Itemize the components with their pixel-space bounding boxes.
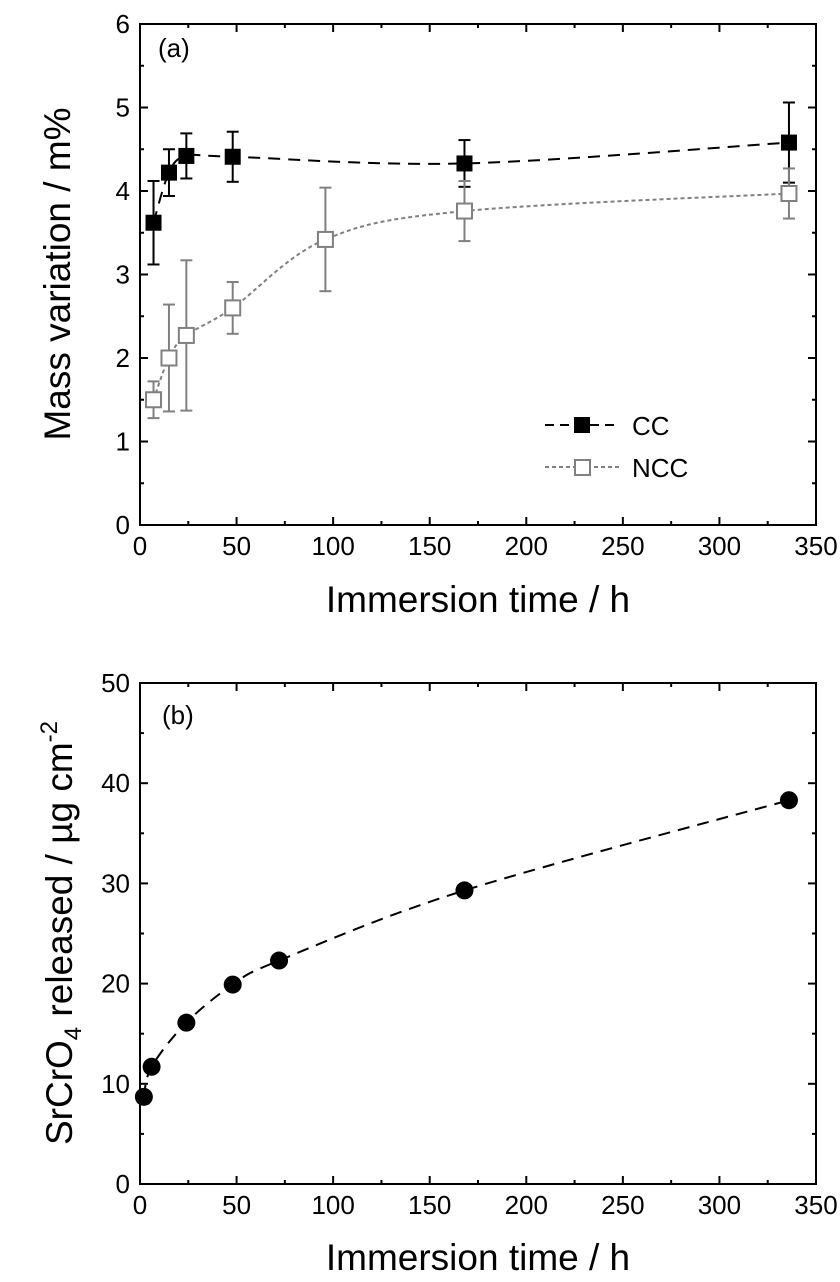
fit-line-cc xyxy=(152,141,790,224)
y-axis-title-b-main: SrCrO xyxy=(39,1040,80,1145)
x-tick-label: 50 xyxy=(222,1190,251,1220)
data-point-b xyxy=(779,791,798,810)
fit-line-b xyxy=(142,799,790,1098)
data-point-ncc xyxy=(177,326,195,344)
y-tick-label: 0 xyxy=(116,510,130,540)
legend-cc-marker xyxy=(574,417,590,433)
x-tick-label: 150 xyxy=(408,531,451,561)
x-tick-label: 50 xyxy=(222,531,251,561)
legend-a: CC NCC xyxy=(545,411,688,483)
x-tick-label: 350 xyxy=(794,1190,837,1220)
x-tick-label: 250 xyxy=(601,1190,644,1220)
x-tick-label: 200 xyxy=(505,1190,548,1220)
legend-ncc-marker xyxy=(574,459,591,476)
y-tick-label: 3 xyxy=(116,260,130,290)
data-point-ncc xyxy=(160,349,178,367)
y-tick-label: 2 xyxy=(116,343,130,373)
panel-a: 0 50 100 150 200 250 300 350 0 1 2 3 4 5 6 (a) Immers… xyxy=(37,9,838,620)
y-axis-title-b-sup: -2 xyxy=(36,721,63,742)
fit-line-ncc xyxy=(152,192,790,401)
panel-label-a: (a) xyxy=(158,33,190,63)
fit-lines-a xyxy=(152,141,790,401)
y-tick-label: 20 xyxy=(101,969,130,999)
y-axis-title-b-rest: released / µg cm xyxy=(39,742,80,1027)
data-point-ncc xyxy=(780,185,798,203)
data-point-ncc xyxy=(316,230,334,248)
data-point-ncc xyxy=(455,202,473,220)
x-tick-label: 100 xyxy=(311,1190,354,1220)
x-tick-label: 0 xyxy=(133,1190,147,1220)
y-axis-title-b-sub: 4 xyxy=(60,1027,87,1040)
legend-ncc-label: NCC xyxy=(632,453,688,483)
y-tick-label: 5 xyxy=(116,93,130,123)
x-tick-label: 300 xyxy=(698,531,741,561)
y-tick-label: 6 xyxy=(116,9,130,39)
data-point-b xyxy=(142,1057,161,1076)
x-tick-label: 350 xyxy=(794,531,837,561)
panel-b: 0 50 100 150 200 250 300 350 0 10 20 30 40 50 (b) Im… xyxy=(36,668,838,1278)
y-ticks-a: 0 1 2 3 4 5 6 xyxy=(116,9,816,540)
x-tick-label: 200 xyxy=(505,531,548,561)
legend-cc-label: CC xyxy=(632,411,670,441)
data-points-a xyxy=(145,101,798,420)
data-point-b xyxy=(177,1013,196,1032)
y-ticks-b: 0 10 20 30 40 50 xyxy=(101,668,816,1199)
data-point-b xyxy=(134,1087,153,1106)
data-point-cc xyxy=(456,155,473,172)
data-point-cc xyxy=(224,148,241,165)
x-axis-title-a: Immersion time / h xyxy=(326,579,630,620)
y-axis-title-a: Mass variation / m% xyxy=(37,107,78,440)
x-tick-label: 100 xyxy=(311,531,354,561)
y-tick-label: 50 xyxy=(101,668,130,698)
x-ticks-a: 0 50 100 150 200 250 300 350 xyxy=(133,24,838,561)
y-tick-label: 4 xyxy=(116,176,130,206)
data-point-cc xyxy=(780,134,797,151)
x-tick-label: 0 xyxy=(133,531,147,561)
y-axis-title-b: SrCrO4 released / µg cm-2 xyxy=(36,721,87,1145)
data-point-ncc xyxy=(145,391,163,409)
data-point-b xyxy=(270,951,289,970)
data-point-cc xyxy=(178,147,195,164)
data-point-cc xyxy=(145,214,162,231)
fit-lines-b xyxy=(142,799,790,1098)
x-tick-label: 150 xyxy=(408,1190,451,1220)
x-tick-label: 250 xyxy=(601,531,644,561)
data-point-b xyxy=(455,881,474,900)
data-point-cc xyxy=(160,164,177,181)
x-ticks-b: 0 50 100 150 200 250 300 350 xyxy=(133,683,838,1220)
data-point-ncc xyxy=(224,299,242,317)
panel-label-b: (b) xyxy=(162,700,194,730)
data-point-b xyxy=(223,975,242,994)
x-tick-label: 300 xyxy=(698,1190,741,1220)
plot-frame-a xyxy=(139,23,817,526)
y-tick-label: 0 xyxy=(116,1169,130,1199)
y-tick-label: 1 xyxy=(116,427,130,457)
x-axis-title-b: Immersion time / h xyxy=(326,1237,630,1278)
y-tick-label: 10 xyxy=(101,1069,130,1099)
data-points-b xyxy=(134,791,798,1106)
y-tick-label: 40 xyxy=(101,768,130,798)
y-tick-label: 30 xyxy=(101,868,130,898)
plot-frame-b xyxy=(139,682,817,1185)
